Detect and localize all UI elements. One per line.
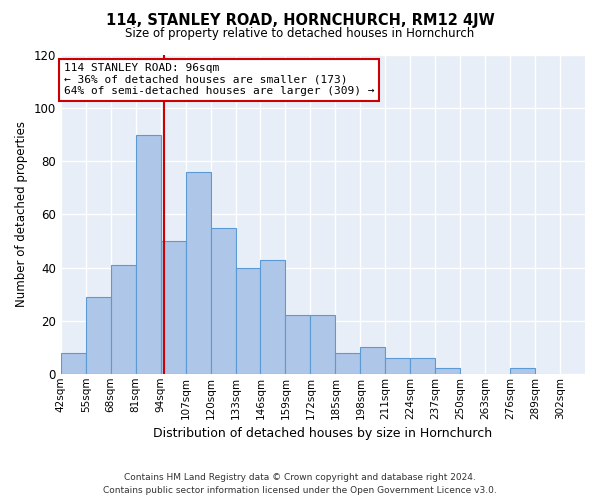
Bar [61,352,86,374]
Bar [435,368,460,374]
Bar [185,172,211,374]
X-axis label: Distribution of detached houses by size in Hornchurch: Distribution of detached houses by size … [154,427,493,440]
Bar [86,296,111,374]
Bar [260,260,286,374]
Text: 114, STANLEY ROAD, HORNCHURCH, RM12 4JW: 114, STANLEY ROAD, HORNCHURCH, RM12 4JW [106,12,494,28]
Text: 114 STANLEY ROAD: 96sqm
← 36% of detached houses are smaller (173)
64% of semi-d: 114 STANLEY ROAD: 96sqm ← 36% of detache… [64,63,374,96]
Bar [161,241,185,374]
Bar [111,265,136,374]
Bar [335,352,361,374]
Text: Contains public sector information licensed under the Open Government Licence v3: Contains public sector information licen… [103,486,497,495]
Bar [236,268,260,374]
Bar [410,358,435,374]
Bar [510,368,535,374]
Bar [211,228,236,374]
Bar [385,358,410,374]
Bar [286,316,310,374]
Bar [361,347,385,374]
Text: Contains HM Land Registry data © Crown copyright and database right 2024.: Contains HM Land Registry data © Crown c… [124,474,476,482]
Text: Size of property relative to detached houses in Hornchurch: Size of property relative to detached ho… [125,28,475,40]
Bar [136,134,161,374]
Bar [310,316,335,374]
Y-axis label: Number of detached properties: Number of detached properties [15,122,28,308]
